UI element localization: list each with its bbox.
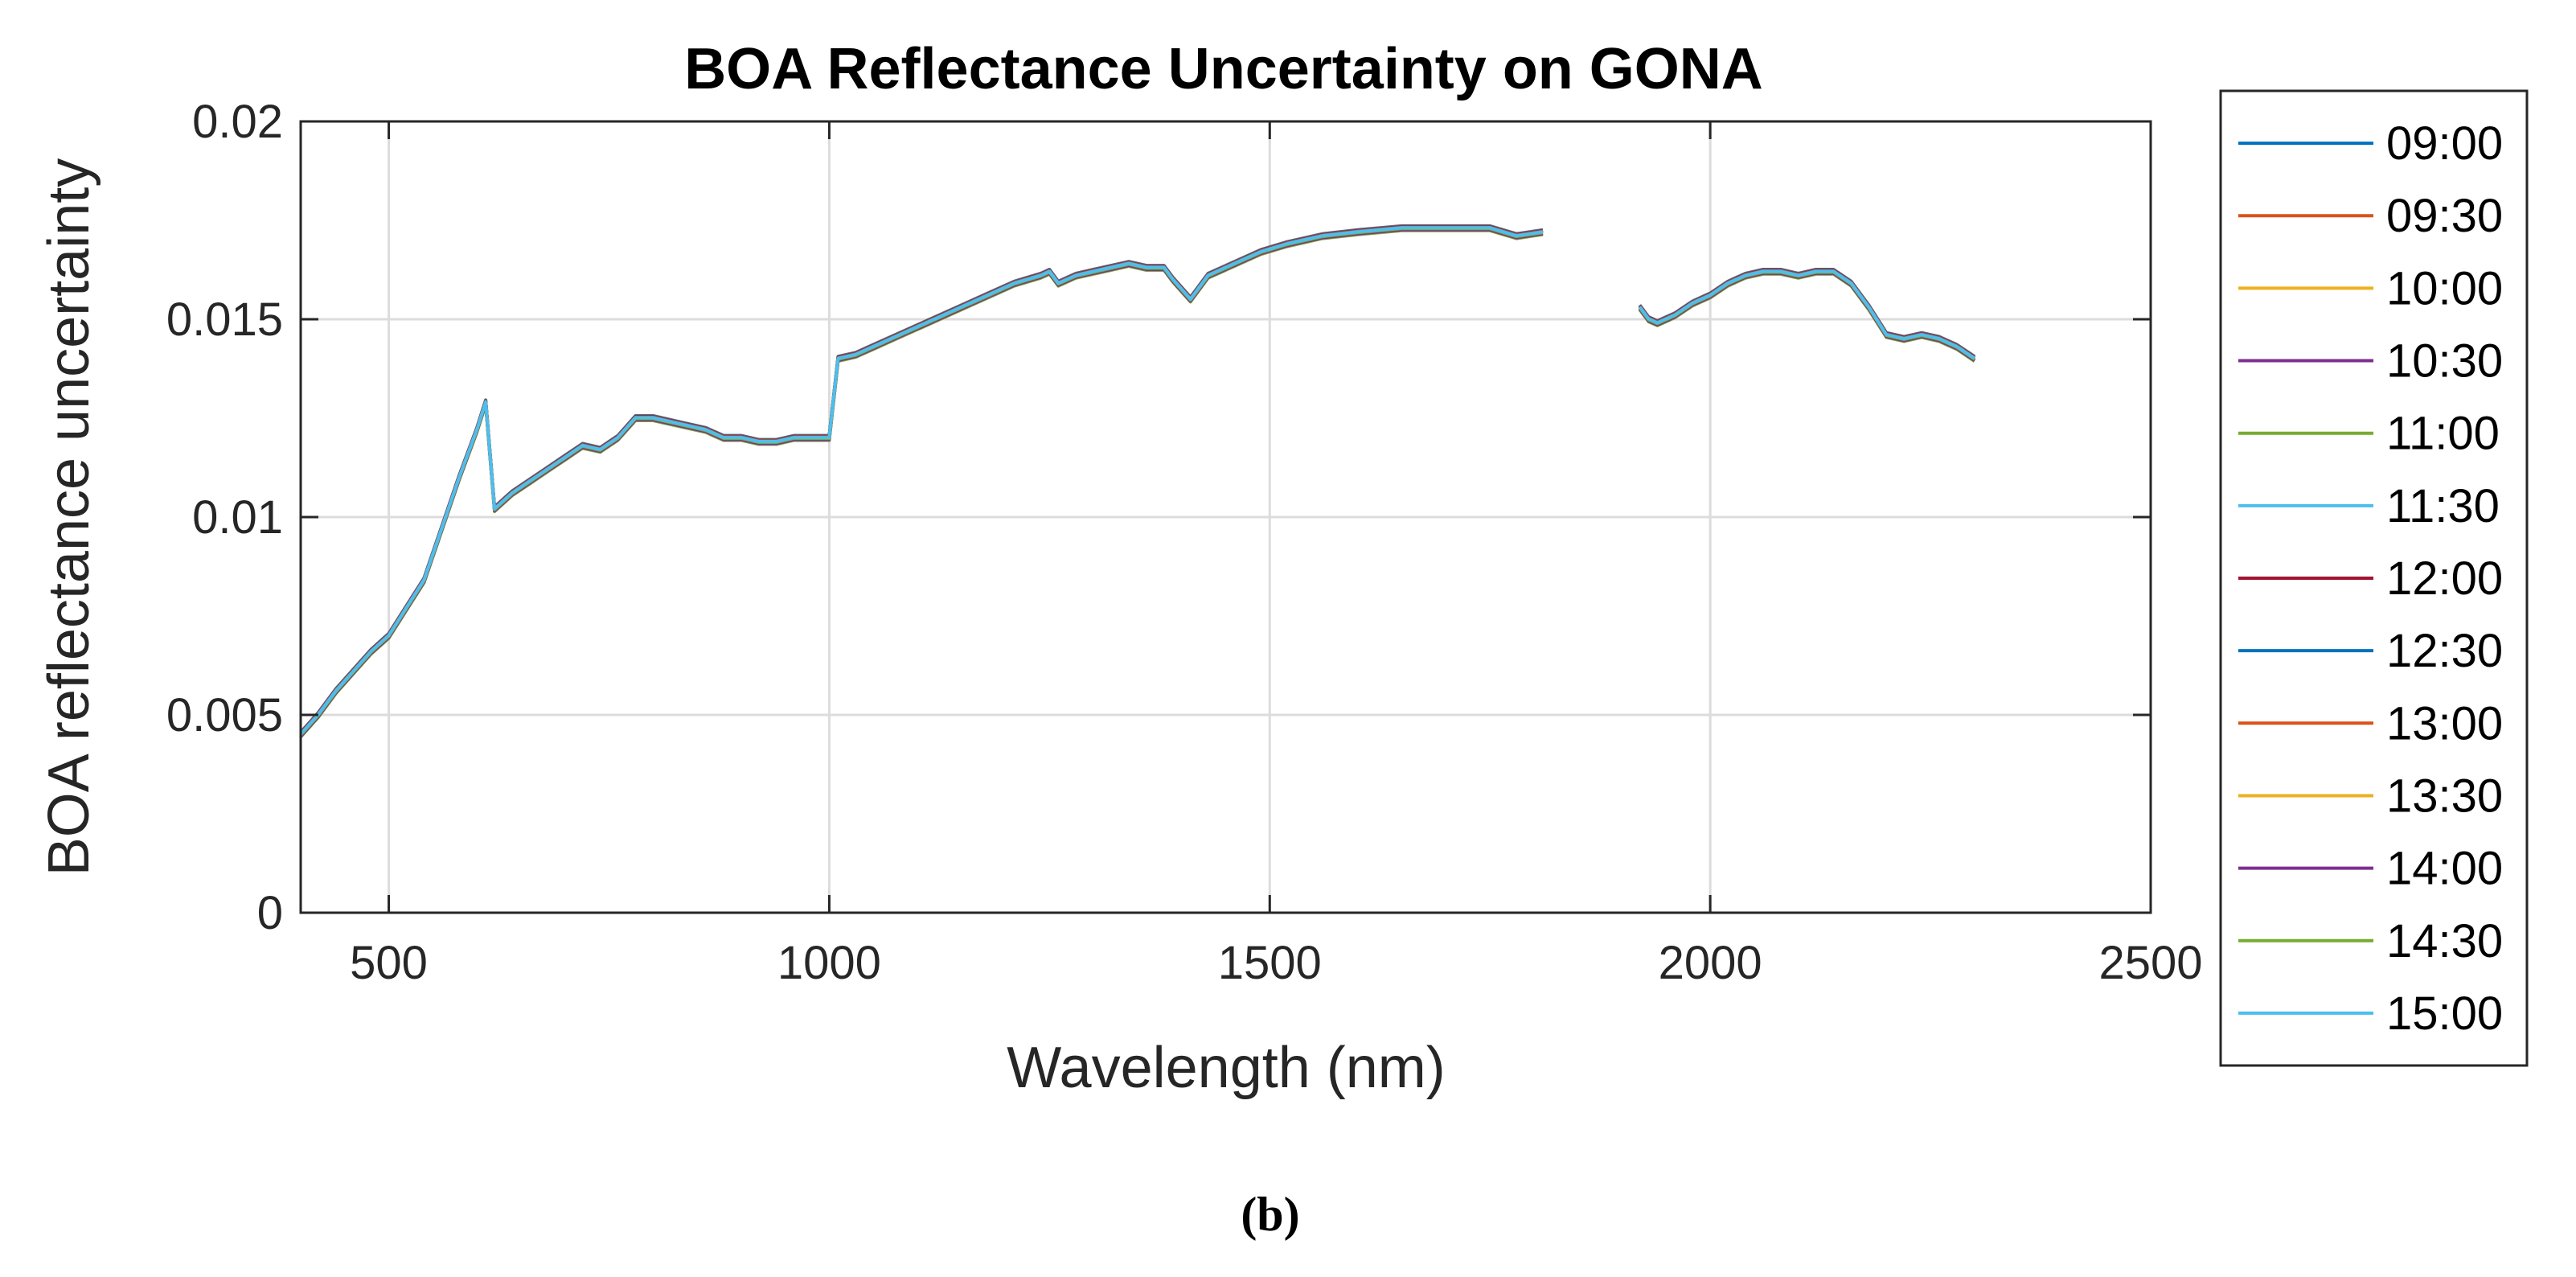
series-line-1500 xyxy=(1638,269,1976,360)
x-axis-label: Wavelength (nm) xyxy=(1007,1036,1446,1100)
series-line-1500 xyxy=(299,226,1544,736)
x-tick-label: 2500 xyxy=(2098,937,2202,989)
plot-lines xyxy=(299,224,1976,738)
series-line-1330 xyxy=(299,227,1544,737)
y-tick-label: 0 xyxy=(257,887,283,939)
series-line-0900 xyxy=(1638,268,1976,358)
series-line-1000 xyxy=(1638,272,1976,363)
series-line-1230 xyxy=(299,225,1544,735)
legend-label: 14:00 xyxy=(2386,843,2503,895)
series-line-1000 xyxy=(299,228,1544,738)
series-line-1400 xyxy=(1638,271,1976,362)
y-tick-label: 0.01 xyxy=(192,491,283,544)
series-line-1330 xyxy=(1638,270,1976,361)
series-line-1100 xyxy=(1638,272,1976,363)
x-tick-label: 500 xyxy=(350,937,428,989)
series-line-0900 xyxy=(299,224,1544,733)
x-tick-label: 1500 xyxy=(1218,937,1322,989)
series-line-1200 xyxy=(299,224,1544,734)
y-tick-label: 0.015 xyxy=(166,294,283,346)
series-line-1130 xyxy=(1638,270,1976,360)
legend-label: 12:00 xyxy=(2386,552,2503,605)
series-line-1430 xyxy=(1638,270,1976,361)
series-line-1300 xyxy=(1638,269,1976,359)
figure-caption: (b) xyxy=(1241,1188,1299,1241)
series-line-0930 xyxy=(299,224,1544,734)
legend-label: 14:30 xyxy=(2386,915,2503,967)
series-line-1400 xyxy=(299,228,1544,737)
grid-lines xyxy=(301,121,2151,913)
legend-label: 09:30 xyxy=(2386,190,2503,242)
series-line-1230 xyxy=(1638,269,1976,359)
series-line-1100 xyxy=(299,228,1544,738)
legend: 09:00 09:30 10:00 10:30 11:00 11:30 12:00 12:30… xyxy=(2219,89,2529,1067)
legend-label: 12:30 xyxy=(2386,625,2503,677)
x-tick-label: 2000 xyxy=(1659,937,1762,989)
chart-title: BOA Reflectance Uncertainty on GONA xyxy=(684,37,1763,101)
legend-label: 10:00 xyxy=(2386,262,2503,314)
x-tick-label: 1000 xyxy=(777,937,881,989)
legend-label: 15:00 xyxy=(2386,988,2503,1040)
legend-label: 11:00 xyxy=(2386,408,2500,460)
legend-label: 11:30 xyxy=(2386,480,2500,532)
axis-ticks: 500 1000 1500 2000 2500 0 0.005 0.01 0.015 0.02 xyxy=(166,96,2203,989)
series-line-1200 xyxy=(1638,269,1976,359)
series-line-1130 xyxy=(299,226,1544,736)
series-line-1030 xyxy=(299,228,1544,737)
series-line-1300 xyxy=(299,225,1544,735)
y-tick-label: 0.005 xyxy=(166,689,283,741)
series-line-1430 xyxy=(299,227,1544,737)
legend-label: 10:30 xyxy=(2386,335,2503,388)
legend-label: 13:00 xyxy=(2386,697,2503,749)
y-axis-label: BOA reflectance uncertainty xyxy=(37,158,101,876)
series-line-0930 xyxy=(1638,268,1976,359)
y-tick-label: 0.02 xyxy=(192,96,283,148)
legend-label: 13:30 xyxy=(2386,770,2503,822)
legend-label: 09:00 xyxy=(2386,117,2503,170)
series-line-1030 xyxy=(1638,271,1976,362)
